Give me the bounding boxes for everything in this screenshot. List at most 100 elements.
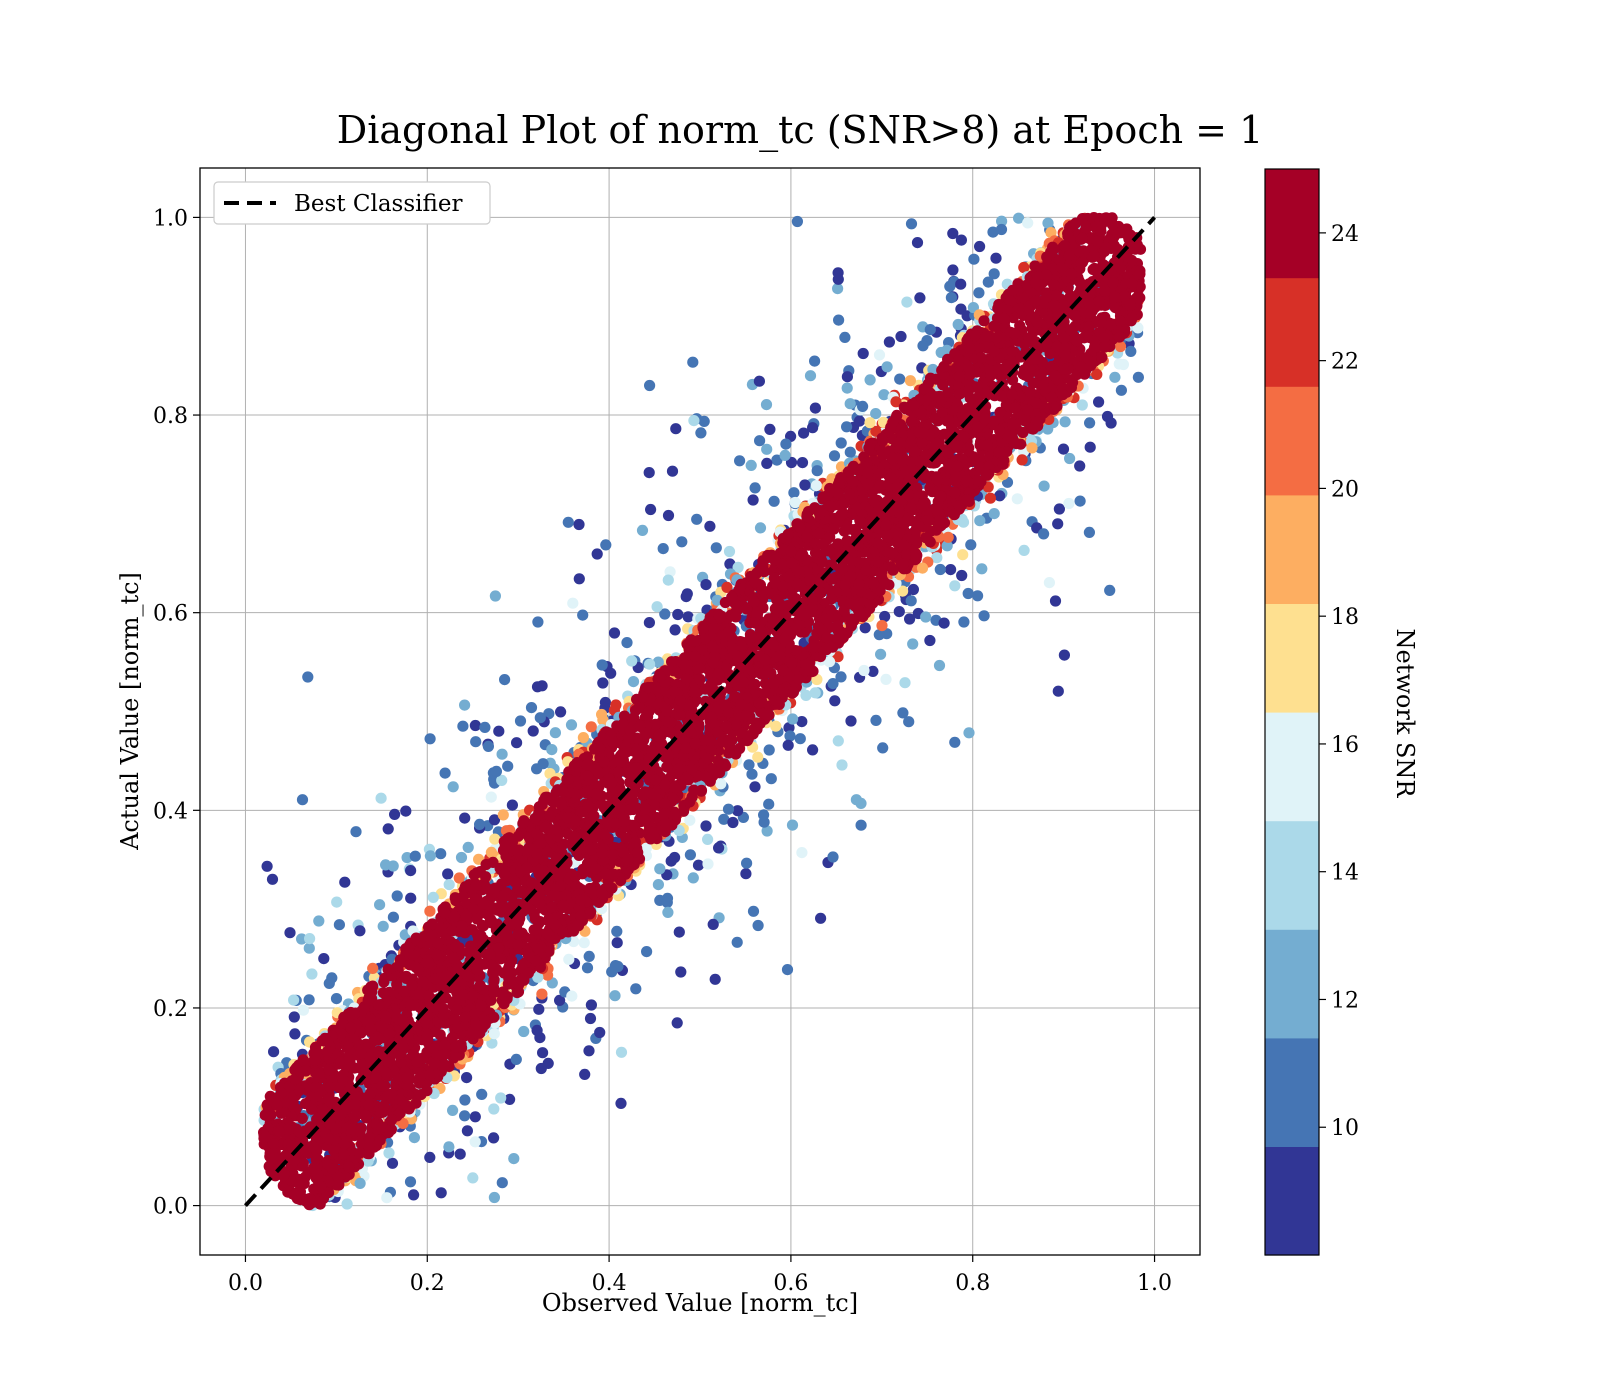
scatter-point <box>835 671 847 683</box>
scatter-point <box>1052 685 1064 697</box>
scatter-point <box>504 1093 516 1105</box>
scatter-point <box>1016 454 1028 466</box>
scatter-point <box>878 389 890 401</box>
scatter-point <box>584 1012 597 1025</box>
scatter-point <box>367 962 379 975</box>
scatter-point <box>855 819 867 831</box>
scatter-point <box>495 1092 507 1104</box>
scatter-point <box>485 791 497 803</box>
scatter-point <box>845 715 857 727</box>
scatter-point <box>958 616 970 628</box>
scatter-point <box>754 435 766 447</box>
scatter-point <box>938 617 950 629</box>
scatter-point <box>577 732 590 744</box>
scatter-point <box>296 933 308 945</box>
scatter-point <box>763 744 775 756</box>
scatter-point <box>424 733 436 745</box>
scatter-point <box>770 720 782 732</box>
scatter-point <box>409 850 421 862</box>
scatter-point <box>605 667 617 679</box>
scatter-point <box>470 736 482 748</box>
scatter-point <box>531 1024 543 1036</box>
scatter-point <box>897 707 909 719</box>
scatter-point <box>435 1187 447 1199</box>
scatter-point <box>732 561 744 574</box>
scatter-point <box>836 759 848 771</box>
scatter-point <box>670 423 682 435</box>
scatter-point <box>974 515 986 527</box>
scatter-point <box>687 872 699 884</box>
scatter-point <box>469 1111 481 1123</box>
scatter-point <box>715 778 727 790</box>
scatter-point <box>386 1157 399 1169</box>
scatter-point <box>1104 584 1116 597</box>
scatter-point <box>404 1176 417 1188</box>
scatter-point <box>844 446 856 458</box>
scatter-point <box>461 1072 473 1084</box>
scatter-point <box>469 719 481 732</box>
scatter-point <box>941 540 953 552</box>
scatter-point <box>583 1045 595 1057</box>
scatter-point <box>442 868 454 880</box>
scatter-point <box>636 524 649 537</box>
scatter-point <box>811 465 823 477</box>
scatter-point <box>489 590 501 602</box>
scatter-point <box>907 638 919 650</box>
scatter-point <box>994 490 1006 502</box>
scatter-point <box>268 1046 280 1058</box>
scatter-point <box>490 765 502 778</box>
scatter-point <box>640 842 652 854</box>
scatter-point <box>709 973 721 985</box>
scatter-point <box>1063 497 1075 510</box>
scatter-point <box>652 656 664 668</box>
scatter-point <box>331 896 343 908</box>
scatter-point <box>565 719 578 731</box>
scatter-point <box>485 846 497 859</box>
scatter-point <box>743 759 755 771</box>
scatter-point <box>652 879 665 891</box>
scatter-point <box>876 620 888 632</box>
scatter-point <box>611 925 623 938</box>
scatter-point <box>518 1025 530 1038</box>
scatter-point <box>303 942 315 954</box>
scatter-point <box>702 858 714 870</box>
scatter-point <box>562 516 574 528</box>
scatter-point <box>713 842 725 854</box>
scatter-point <box>375 792 387 804</box>
scatter-point <box>904 613 916 625</box>
scatter-point <box>651 601 663 613</box>
scatter-point <box>781 964 794 976</box>
scatter-point <box>611 937 623 949</box>
scatter-point <box>1113 358 1125 370</box>
scatter-point <box>514 715 527 727</box>
scatter-point <box>788 487 800 499</box>
scatter-point <box>497 809 509 821</box>
scatter-point <box>453 872 465 884</box>
scatter-point <box>963 727 975 739</box>
scatter-point <box>784 730 796 742</box>
scatter-point <box>645 503 657 516</box>
scatter-point <box>687 356 699 368</box>
scatter-point <box>488 1191 500 1204</box>
scatter-point <box>1109 371 1121 383</box>
scatter-point <box>424 850 436 862</box>
scatter-point <box>672 608 684 621</box>
scatter-point <box>534 712 546 724</box>
scatter-point <box>1042 217 1054 229</box>
scatter-point <box>754 522 767 534</box>
scatter-point <box>796 716 808 728</box>
scatter-point <box>853 415 866 427</box>
scatter-point <box>659 608 671 620</box>
scatter-point <box>525 702 538 714</box>
scatter-point <box>1091 368 1103 380</box>
scatter-point <box>1076 399 1088 411</box>
scatter-point <box>567 597 579 609</box>
scatter-point <box>527 725 539 737</box>
scatter-point <box>947 227 959 240</box>
scatter-point <box>727 816 739 829</box>
scatter-point <box>710 542 722 554</box>
scatter-point <box>306 968 318 980</box>
scatter-point <box>333 919 345 931</box>
scatter-point <box>796 847 808 859</box>
scatter-point <box>600 539 612 551</box>
